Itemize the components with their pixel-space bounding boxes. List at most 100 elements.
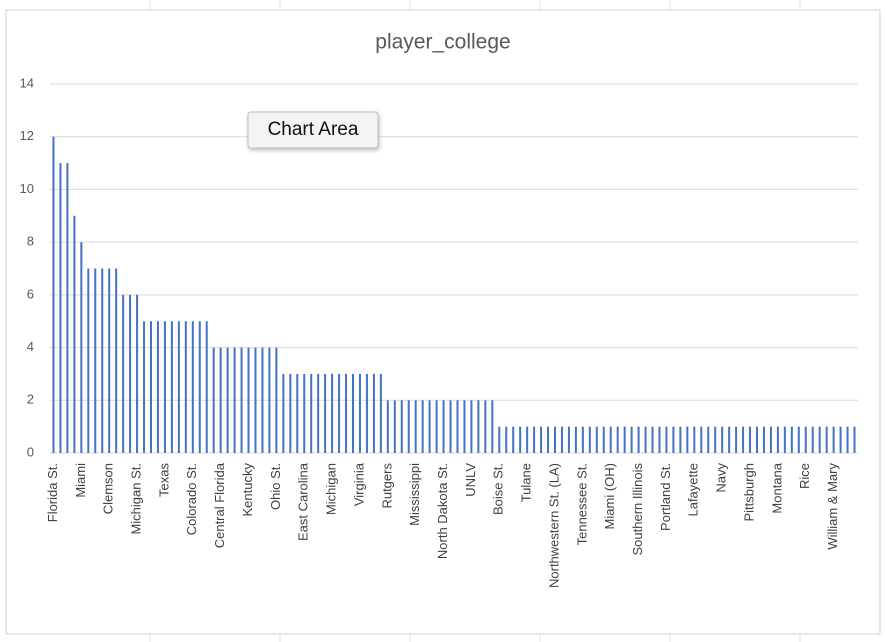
bar: [554, 426, 556, 453]
x-tick-label: Virginia: [351, 462, 366, 506]
bar: [714, 426, 717, 453]
tooltip-text: Chart Area: [268, 119, 359, 140]
bar: [672, 426, 675, 453]
x-tick-label: Navy: [714, 463, 729, 493]
bar: [59, 163, 62, 454]
y-tick-label: 2: [27, 392, 34, 407]
bar: [108, 268, 111, 453]
x-tick-label: East Carolina: [296, 462, 311, 541]
bar: [324, 373, 327, 453]
bar: [540, 426, 543, 453]
bar: [365, 373, 368, 453]
bar: [352, 373, 354, 453]
bar: [212, 347, 215, 453]
bar: [407, 400, 410, 453]
bar: [261, 347, 264, 453]
bar: [644, 426, 647, 453]
bar: [233, 347, 236, 453]
chart-title: player_college: [375, 31, 510, 54]
bar: [491, 400, 494, 453]
y-tick-label: 4: [27, 339, 34, 354]
bar: [115, 268, 118, 453]
x-tick-label: Michigan: [324, 463, 339, 515]
x-tick-label: Montana: [769, 462, 784, 513]
plot: 0 2 4 6 8 10 12 14 Florida St. Miami Clemson Michig…: [20, 75, 858, 588]
bar: [769, 426, 772, 453]
bar: [832, 426, 835, 453]
bar: [129, 294, 132, 453]
bar: [177, 321, 180, 453]
bar: [519, 426, 522, 453]
x-tick-label: Central Florida: [212, 462, 227, 548]
x-tick-label: Miami (OH): [602, 463, 617, 529]
bar: [414, 400, 417, 453]
bar: [317, 373, 320, 453]
bar: [679, 426, 682, 453]
bar: [345, 373, 348, 453]
bar: [254, 347, 257, 453]
bar: [393, 400, 396, 453]
bar: [310, 373, 313, 453]
bar: [811, 426, 814, 453]
bar: [282, 373, 285, 453]
y-tick-label: 8: [27, 234, 34, 249]
y-tick-label: 14: [20, 75, 34, 90]
bar: [839, 426, 842, 453]
bar: [122, 294, 125, 453]
bar: [156, 321, 159, 453]
bar: [567, 426, 570, 453]
bar: [547, 426, 550, 453]
bar: [52, 136, 55, 453]
bar: [728, 426, 731, 453]
y-tick-label: 6: [27, 286, 34, 301]
bar: [150, 321, 152, 453]
bar: [804, 426, 807, 453]
bar: [742, 426, 745, 453]
x-tick-label: Rutgers: [379, 463, 394, 509]
bar: [275, 347, 278, 453]
bar: [651, 426, 654, 453]
bar: [630, 426, 633, 453]
bar: [372, 373, 375, 453]
bar: [505, 426, 508, 453]
bar: [184, 321, 187, 453]
bar: [421, 400, 424, 453]
bar: [560, 426, 563, 453]
bar: [379, 373, 382, 453]
x-tick-label: Clemson: [101, 463, 116, 514]
x-tick-label: UNLV: [463, 463, 478, 497]
bar: [846, 426, 849, 453]
bar: [198, 321, 201, 453]
bar: [818, 426, 821, 453]
bar: [707, 426, 710, 453]
x-tick-label: Southern Illinois: [630, 463, 645, 556]
bar: [463, 400, 466, 453]
bar: [143, 321, 146, 453]
bar: [170, 321, 173, 453]
bar: [442, 400, 445, 453]
bar: [240, 347, 243, 453]
x-tick-label: Boise St.: [491, 463, 506, 515]
bar: [191, 321, 194, 453]
x-tick-label: Colorado St.: [184, 463, 199, 535]
bar: [470, 400, 473, 453]
bar: [449, 400, 452, 453]
x-tick-label: Northwestern St. (LA): [546, 463, 561, 588]
bar: [533, 426, 536, 453]
x-tick-label: Portland St.: [658, 463, 673, 531]
bar: [80, 242, 83, 453]
bar: [338, 373, 341, 453]
x-tick-label: Michigan St.: [129, 463, 144, 535]
bar: [700, 426, 703, 453]
x-tick-label: Mississippi: [407, 463, 422, 526]
bar: [498, 426, 501, 453]
bar: [247, 347, 250, 453]
bar: [94, 268, 97, 453]
bar: [289, 373, 292, 453]
x-tick-label: Lafayette: [686, 463, 701, 517]
bar: [637, 426, 640, 453]
x-tick-label: Pittsburgh: [741, 463, 756, 522]
bar: [756, 426, 758, 453]
bar: [101, 268, 104, 453]
